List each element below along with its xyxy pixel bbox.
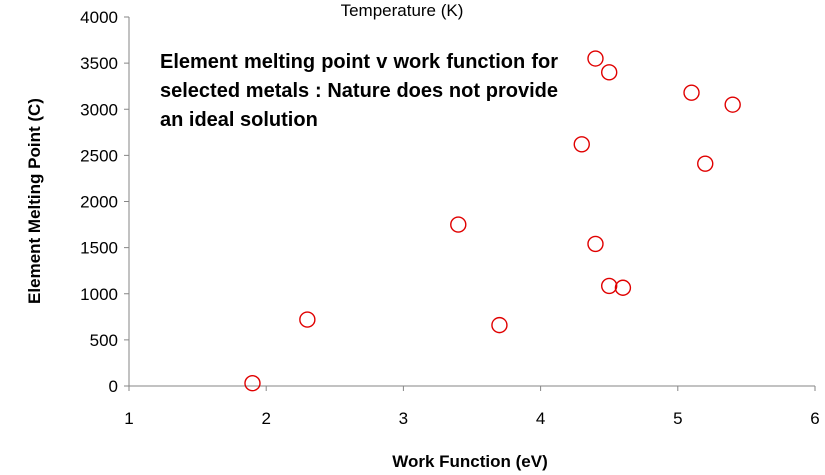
y-tick-label: 2000	[80, 193, 118, 212]
y-tick-label: 1500	[80, 239, 118, 258]
y-axis-title: Element Melting Point (C)	[25, 98, 44, 304]
y-tick-label: 0	[109, 377, 118, 396]
chart-title: Temperature (K)	[341, 1, 464, 20]
data-point	[491, 316, 508, 334]
data-point	[299, 311, 316, 328]
data-point	[450, 216, 467, 233]
data-point	[724, 96, 741, 113]
y-axis-ticks: 0 500 1000 1500 2000 2500 3000 3500 4000	[80, 8, 129, 396]
x-tick-label: 2	[261, 409, 270, 428]
y-tick-label: 3500	[80, 54, 118, 73]
data-point	[573, 136, 590, 153]
data-point	[614, 279, 632, 296]
x-tick-label: 1	[124, 409, 133, 428]
x-axis-ticks: 1 2 3 4 5 6	[124, 386, 820, 428]
y-tick-label: 3000	[80, 100, 118, 119]
data-point	[683, 84, 700, 101]
data-point	[601, 64, 618, 81]
data-point	[697, 155, 714, 172]
data-point	[587, 235, 604, 253]
data-point	[587, 50, 604, 67]
x-tick-label: 6	[810, 409, 819, 428]
x-tick-label: 4	[536, 409, 545, 428]
y-tick-label: 2500	[80, 146, 118, 165]
chart-annotation: Element melting point v work function fo…	[160, 51, 558, 131]
x-tick-label: 5	[673, 409, 682, 428]
x-tick-label: 3	[399, 409, 408, 428]
y-tick-label: 1000	[80, 285, 118, 304]
data-points	[244, 50, 741, 392]
y-tick-label: 500	[90, 331, 118, 350]
data-point	[244, 375, 261, 392]
data-point	[601, 277, 618, 295]
x-axis-title: Work Function (eV)	[392, 452, 548, 471]
y-tick-label: 4000	[80, 8, 118, 27]
